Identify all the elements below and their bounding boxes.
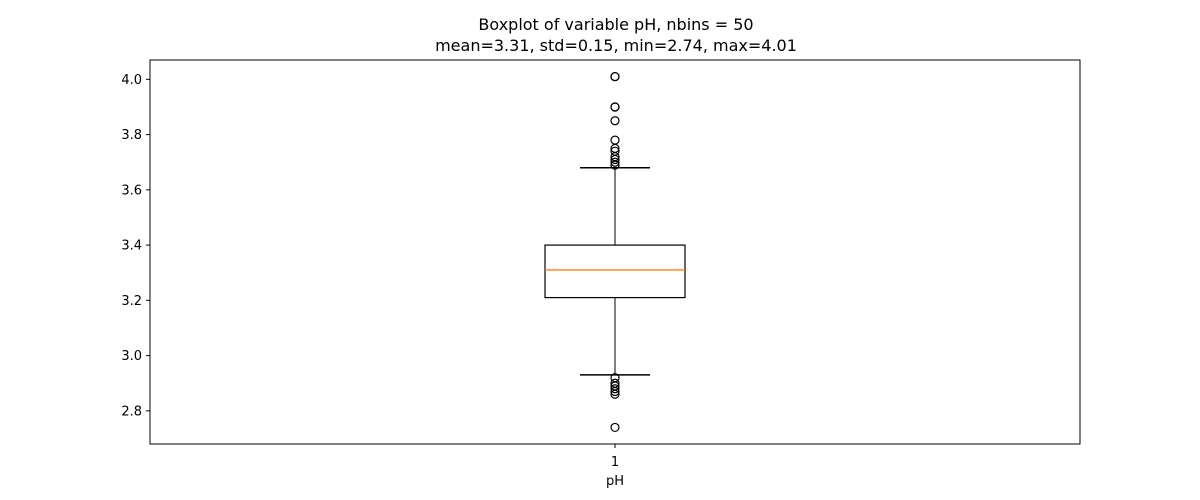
outlier-point: [610, 157, 620, 167]
chart-title: Boxplot of variable pH, nbins = 50: [478, 15, 754, 34]
y-tick-label: 3.0: [121, 349, 142, 364]
outlier-point: [610, 116, 620, 126]
y-tick-label: 4.0: [121, 73, 142, 88]
y-tick-label: 3.6: [121, 183, 142, 198]
outlier-point: [610, 389, 620, 399]
outlier-point: [610, 386, 620, 397]
box-iqr: [544, 244, 686, 299]
outlier-point: [610, 102, 620, 112]
y-tick-label: 3.8: [121, 128, 142, 143]
outlier-point: [610, 135, 620, 145]
y-axis: 2.8 3.0 3.2 3.4 3.6 3.8 4.0: [121, 73, 150, 419]
y-tick-label: 3.2: [121, 294, 142, 309]
plot-marks: [544, 71, 686, 433]
y-tick-label: 3.4: [121, 239, 142, 254]
x-tick-label: 1: [611, 455, 619, 470]
outlier-point: [610, 71, 620, 82]
outlier-point: [610, 422, 620, 433]
outlier-point: [610, 160, 620, 170]
chart-subtitle: mean=3.31, std=0.15, min=2.74, max=4.01: [435, 36, 797, 55]
outlier-point: [610, 384, 620, 394]
axes-frame: [149, 59, 1081, 445]
x-axis: 1: [611, 444, 619, 470]
y-tick-label: 2.8: [121, 404, 142, 419]
x-axis-label: pH: [606, 474, 624, 489]
outlier-point: [610, 154, 620, 165]
